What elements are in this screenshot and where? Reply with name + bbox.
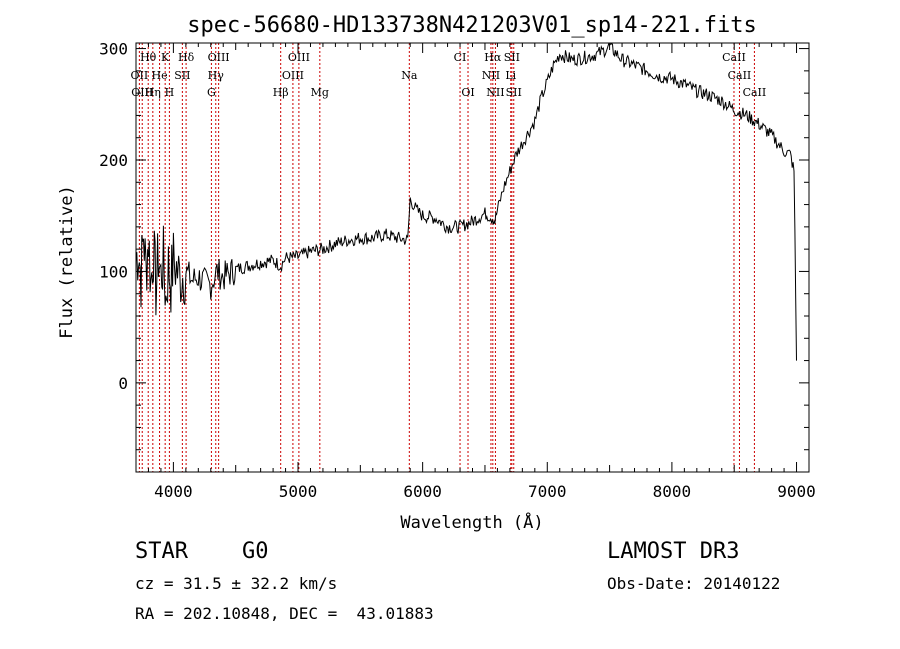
line-label: CaII — [722, 51, 746, 64]
line-label: OIII — [288, 51, 310, 64]
x-tick-label: 4000 — [154, 482, 193, 501]
y-tick-label: 200 — [99, 151, 128, 170]
y-tick-label: 100 — [99, 262, 128, 281]
y-axis: 0 100 200 300 — [99, 40, 809, 473]
line-label: Hα — [484, 51, 502, 64]
line-label: OI — [461, 86, 474, 99]
y-tick-label: 300 — [99, 40, 128, 59]
line-label: SII — [174, 69, 190, 82]
line-label: Hη — [145, 86, 161, 99]
x-tick-label: 9000 — [777, 482, 816, 501]
object-subclass: G0 — [242, 539, 269, 564]
coordinates: RA = 202.10848, DEC = 43.01883 — [135, 604, 434, 623]
x-axis: 4000 5000 6000 7000 8000 9000 — [135, 43, 816, 501]
line-label: SII — [506, 86, 522, 99]
line-label: G — [207, 86, 216, 99]
spectrum-line — [135, 42, 797, 361]
x-axis-label: Wavelength (Å) — [400, 511, 543, 533]
x-tick-label: 7000 — [528, 482, 567, 501]
line-label: Mg — [311, 86, 329, 99]
line-label: He — [152, 69, 168, 82]
line-label: SII — [504, 51, 520, 64]
x-tick-label: 8000 — [653, 482, 692, 501]
line-label: H — [165, 86, 175, 99]
line-markers — [138, 43, 755, 472]
line-label: OIII — [208, 51, 230, 64]
y-axis-label: Flux (relative) — [57, 185, 77, 339]
object-class: STAR — [135, 539, 188, 564]
line-label: CI — [454, 51, 467, 64]
line-label: Li — [505, 69, 516, 82]
redshift-cz: cz = 31.5 ± 32.2 km/s — [135, 574, 338, 593]
x-tick-label: 6000 — [403, 482, 442, 501]
line-label: NII — [486, 86, 504, 99]
line-label: K — [161, 51, 170, 64]
x-tick-label: 5000 — [279, 482, 318, 501]
line-label: OII — [131, 69, 149, 82]
chart-title: spec-56680-HD133738N421203V01_sp14-221.f… — [187, 13, 757, 38]
line-label: Hβ — [273, 86, 289, 99]
line-label: OIII — [131, 86, 153, 99]
line-label: Hθ — [140, 51, 157, 64]
y-tick-label: 0 — [118, 374, 128, 393]
survey-name: LAMOST DR3 — [607, 539, 740, 564]
line-label: Hδ — [178, 51, 195, 64]
line-label: CaII — [743, 86, 767, 99]
line-label: OIII — [282, 69, 304, 82]
observation-date: Obs-Date: 20140122 — [607, 574, 781, 593]
line-label: Na — [401, 69, 418, 82]
line-label: Hγ — [208, 69, 225, 82]
plot-frame — [135, 42, 810, 473]
line-label: NII — [482, 69, 500, 82]
line-label: CaII — [728, 69, 752, 82]
